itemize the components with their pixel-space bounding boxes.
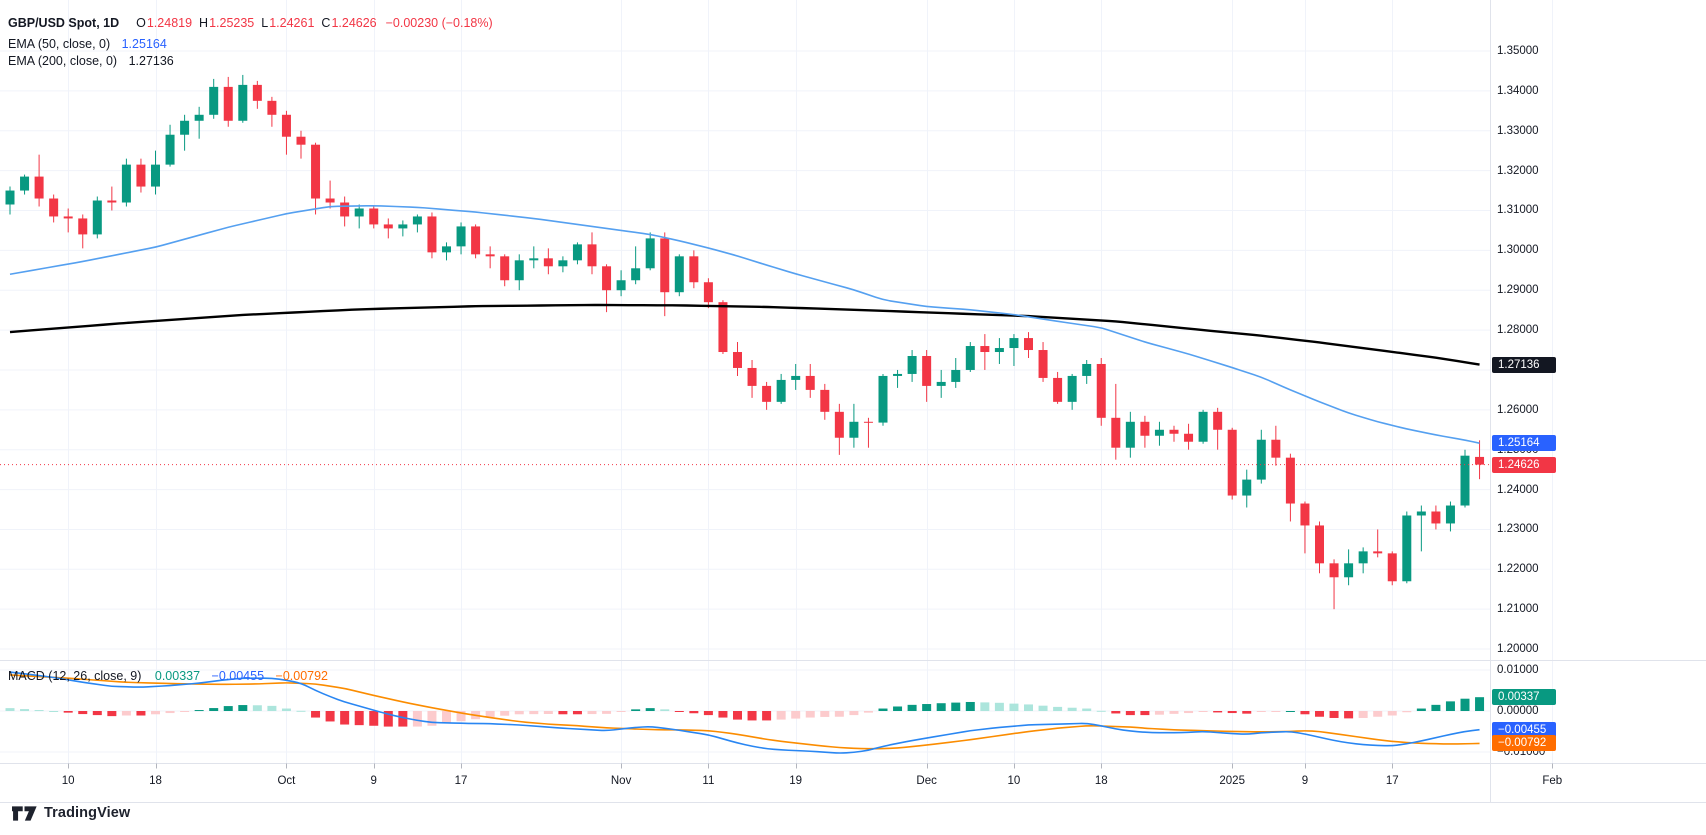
macd-axis-badge: 0.00337	[1492, 689, 1556, 706]
price-tick-label: 1.26000	[1497, 403, 1539, 416]
tradingview-logo-text: TradingView	[44, 805, 131, 821]
macd-line-value: −0.00455	[211, 669, 265, 683]
price-tick-label: 1.32000	[1497, 164, 1539, 177]
low-label: L	[261, 16, 269, 30]
candles-layer	[5, 74, 1485, 610]
time-axis-ticks	[68, 763, 1553, 769]
price-tick-label: 1.28000	[1497, 324, 1539, 337]
time-tick-label: 9	[370, 775, 377, 787]
time-tick-label: Dec	[916, 775, 937, 787]
time-tick-label: 18	[149, 775, 162, 787]
pane-separators	[0, 0, 1706, 803]
price-tick-label: 1.30000	[1497, 244, 1539, 257]
close-label: C	[321, 16, 331, 30]
tradingview-logo-icon	[12, 805, 37, 821]
open-value: 1.24819	[146, 16, 193, 30]
price-tick-label: 1.23000	[1497, 523, 1539, 536]
ema200-line	[9, 303, 1480, 366]
macd-axis-badge: −0.00792	[1492, 735, 1556, 752]
symbol-title[interactable]: GBP/USD Spot, 1D	[8, 16, 120, 30]
ema50-value: 1.25164	[121, 37, 167, 51]
ema200-label: EMA (200, close, 0)	[8, 54, 118, 68]
close-value: 1.24626	[331, 16, 377, 30]
open-label: O	[136, 16, 146, 30]
time-tick-label: 17	[1385, 775, 1399, 787]
ema50-label: EMA (50, close, 0)	[8, 37, 111, 51]
ema200-legend-row[interactable]: EMA (200, close, 0) 1.27136	[8, 53, 174, 69]
time-tick-label: Nov	[610, 775, 632, 787]
price-axis-badge: 1.27136	[1492, 356, 1556, 373]
price-tick-label: 1.33000	[1497, 124, 1539, 137]
time-tick-label: 2025	[1219, 775, 1245, 787]
time-tick-label: 17	[454, 775, 468, 787]
price-axis-badge: 1.25164	[1492, 435, 1556, 452]
time-tick-label: 11	[702, 775, 715, 787]
time-tick-label: 9	[1301, 775, 1309, 787]
price-tick-label: 1.35000	[1497, 45, 1539, 57]
ema200-value: 1.27136	[128, 54, 174, 68]
macd-signal-line	[9, 674, 1480, 750]
macd-hist-value: 0.00337	[154, 669, 201, 683]
price-tick-label: 1.20000	[1497, 643, 1539, 656]
price-tick-label: 1.21000	[1497, 603, 1539, 616]
ema50-line	[9, 204, 1480, 444]
time-tick-label: 10	[1007, 775, 1021, 787]
low-value: 1.24261	[269, 16, 315, 30]
macd-tick-label: 0.00000	[1497, 705, 1539, 717]
high-label: H	[199, 16, 209, 30]
high-value: 1.25235	[209, 16, 255, 30]
grid-layer	[0, 0, 1553, 764]
price-axis-badge: 1.24626	[1492, 456, 1556, 473]
macd-line	[9, 671, 1480, 754]
ema50-legend-row[interactable]: EMA (50, close, 0) 1.25164	[8, 36, 167, 52]
time-tick-label: Oct	[277, 775, 296, 787]
price-tick-label: 1.31000	[1497, 204, 1539, 217]
macd-signal-value: −0.00792	[275, 669, 328, 683]
price-tick-label: 1.24000	[1497, 483, 1539, 496]
macd-tick-label: 0.01000	[1497, 664, 1539, 676]
macd-histogram	[5, 697, 1485, 727]
change-value: −0.00230 (−0.18%)	[385, 16, 493, 30]
price-tick-label: 1.29000	[1497, 284, 1539, 297]
macd-label: MACD (12, 26, close, 9)	[8, 669, 142, 683]
time-tick-label: 19	[789, 775, 803, 787]
symbol-legend-row[interactable]: GBP/USD Spot, 1D O1.24819 H1.25235 L1.24261…	[8, 15, 493, 31]
macd-axis-badge: −0.00455	[1492, 721, 1556, 738]
tradingview-logo[interactable]: TradingView	[12, 805, 130, 821]
macd-legend-row[interactable]: MACD (12, 26, close, 9) 0.00337 −0.00455…	[8, 668, 328, 684]
time-tick-label: Feb	[1542, 775, 1563, 787]
price-tick-label: 1.22000	[1497, 563, 1539, 576]
time-tick-label: 10	[61, 775, 75, 787]
price-tick-label: 1.34000	[1497, 84, 1539, 97]
time-tick-label: 18	[1094, 775, 1108, 787]
